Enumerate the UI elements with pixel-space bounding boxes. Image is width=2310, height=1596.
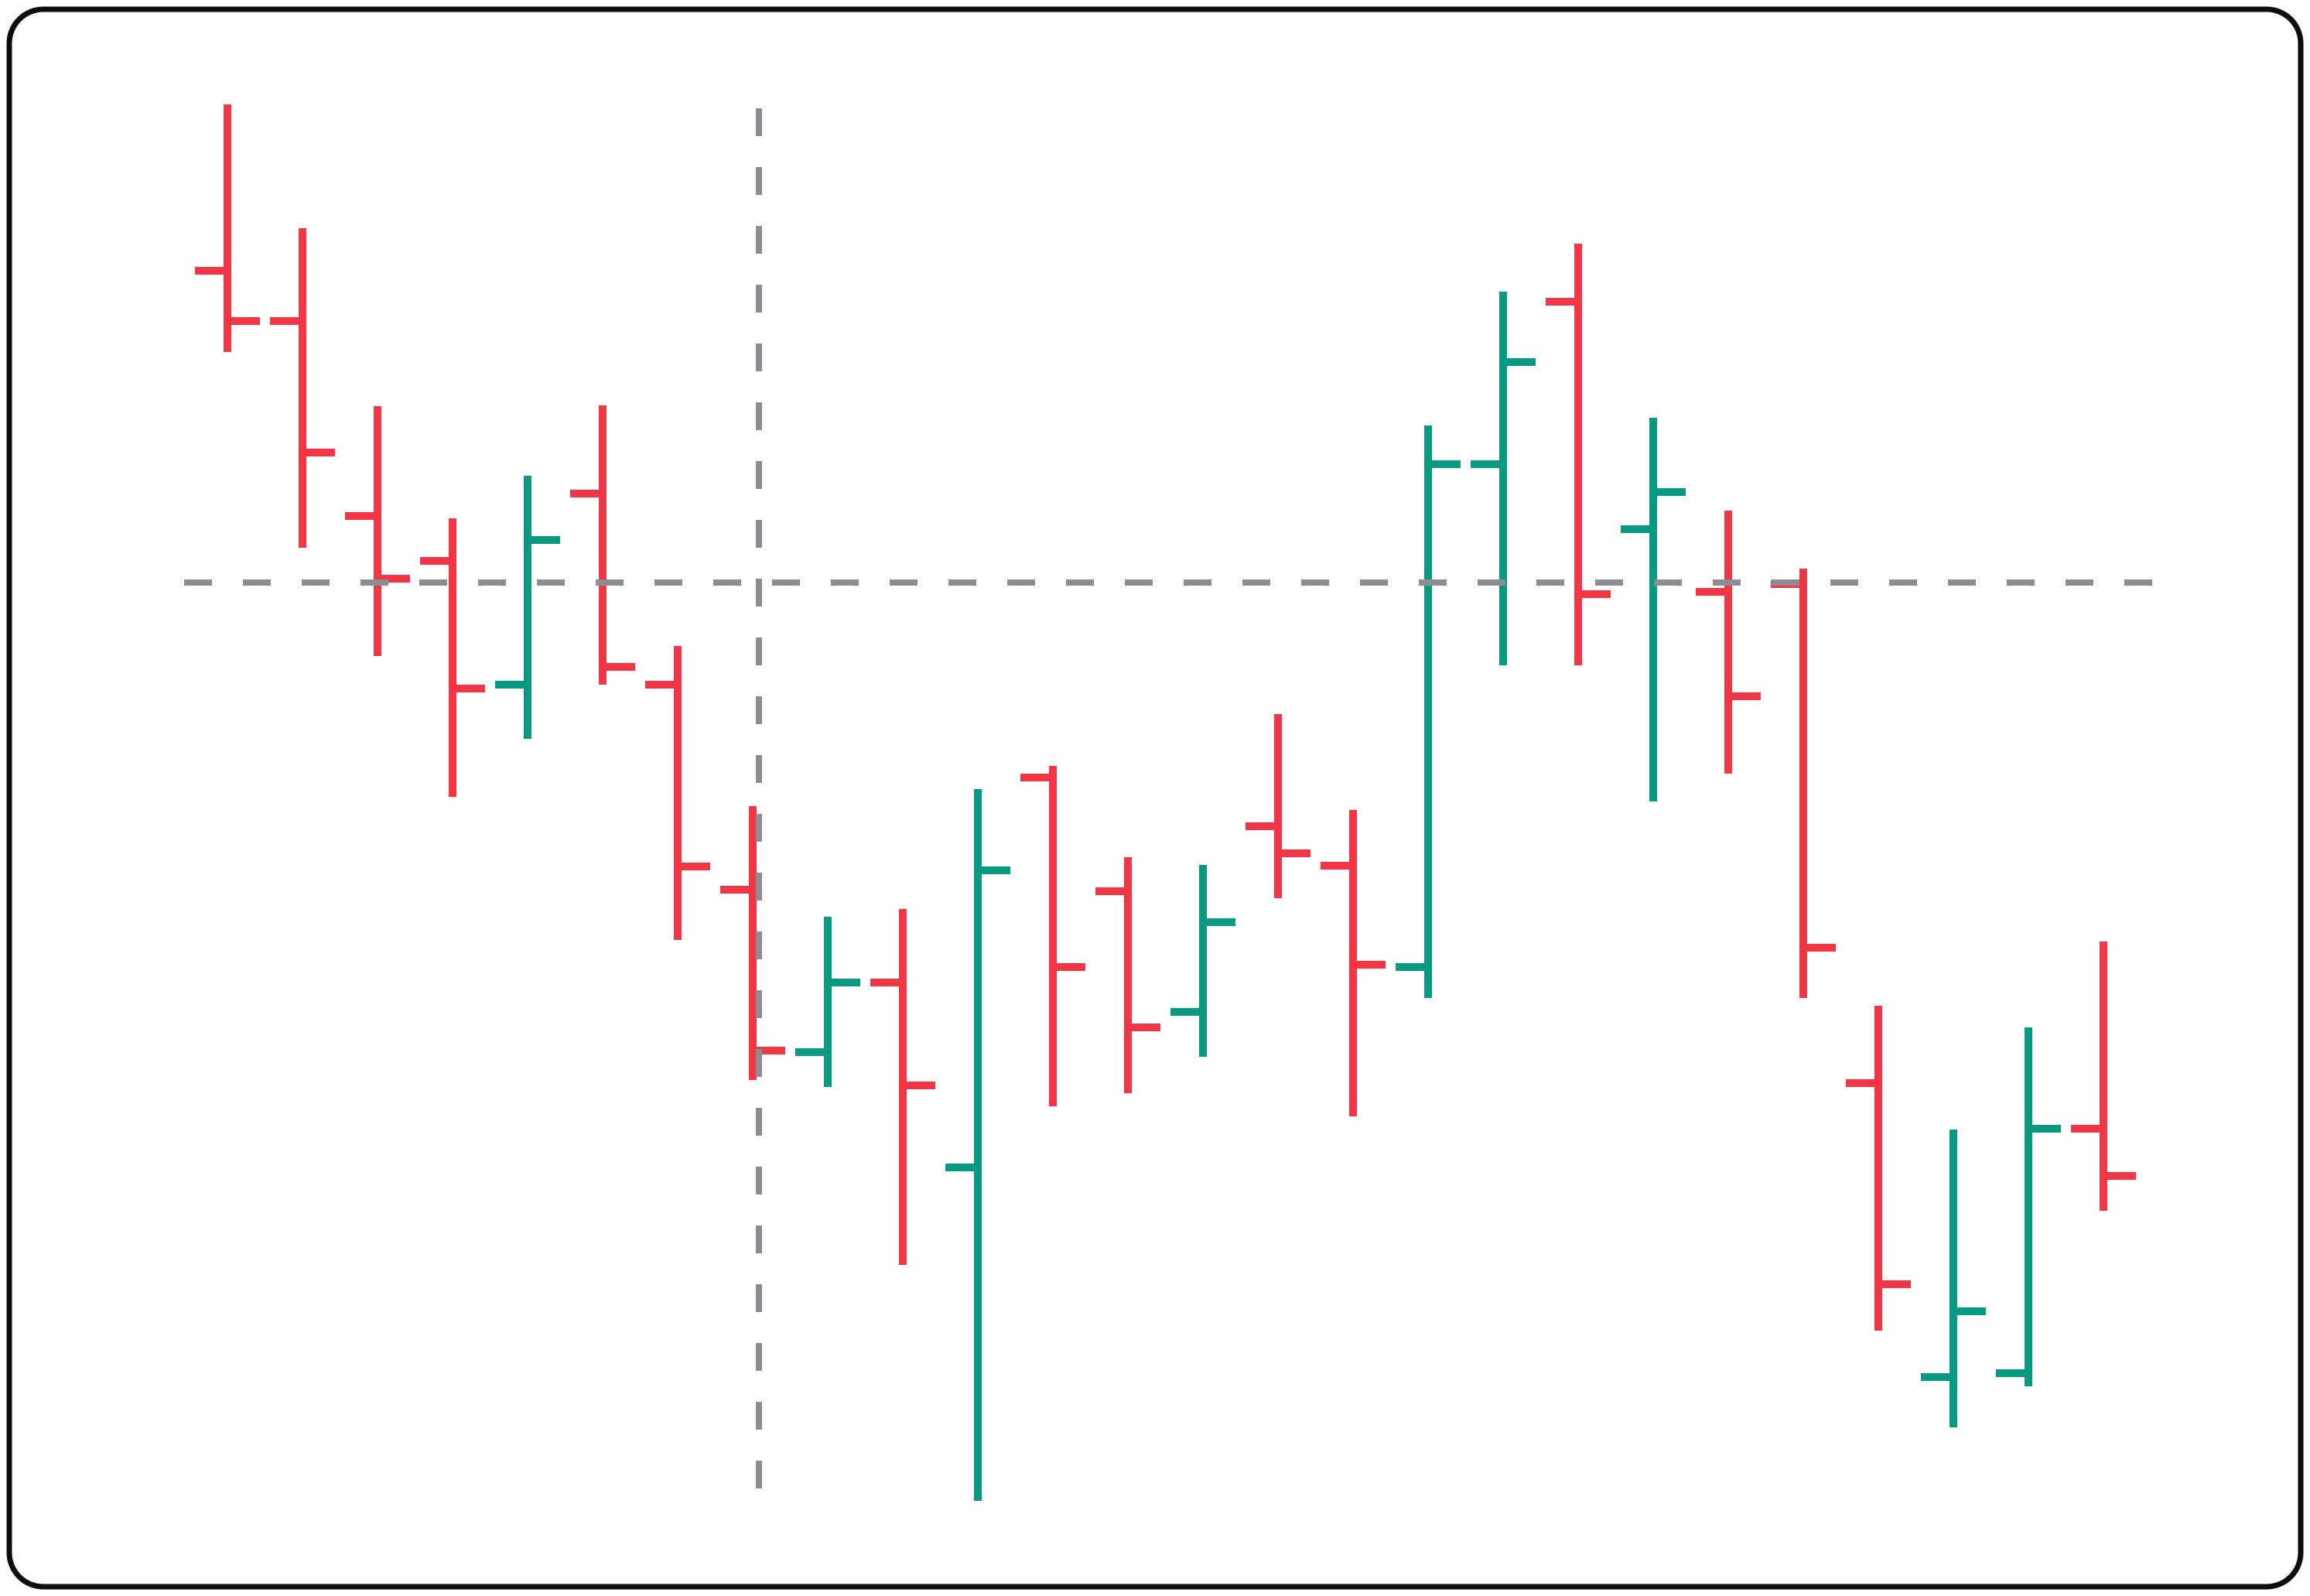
ohlc-bar[interactable]	[345, 406, 410, 656]
ohlc-bar[interactable]	[270, 228, 335, 548]
ohlc-bar[interactable]	[1921, 1130, 1986, 1427]
ohlc-bar[interactable]	[1396, 425, 1461, 998]
ohlc-bar[interactable]	[2071, 942, 2136, 1211]
ohlc-bar[interactable]	[795, 917, 860, 1087]
ohlc-bar[interactable]	[1321, 810, 1386, 1116]
ohlc-bar[interactable]	[1621, 418, 1686, 801]
ohlc-bar[interactable]	[1546, 244, 1611, 665]
ohlc-bar[interactable]	[645, 646, 710, 940]
ohlc-bar[interactable]	[1696, 511, 1761, 774]
window-border	[6, 6, 2304, 1590]
ohlc-bar[interactable]	[495, 476, 560, 739]
ohlc-bar[interactable]	[1170, 865, 1235, 1057]
ohlc-bars	[195, 104, 2136, 1501]
ohlc-bar[interactable]	[945, 789, 1010, 1501]
ohlc-bar[interactable]	[195, 104, 260, 352]
ohlc-bar[interactable]	[1246, 714, 1310, 898]
ohlc-bar[interactable]	[870, 909, 935, 1265]
ohlc-bar[interactable]	[1996, 1027, 2061, 1386]
ohlc-bar[interactable]	[570, 405, 635, 685]
ohlc-bar[interactable]	[1846, 1006, 1911, 1331]
ohlc-bar[interactable]	[1471, 292, 1536, 665]
crosshair	[184, 108, 2166, 1509]
ohlc-bar[interactable]	[1095, 857, 1160, 1093]
ohlc-bar[interactable]	[420, 518, 485, 797]
ohlc-bar[interactable]	[1020, 766, 1085, 1106]
